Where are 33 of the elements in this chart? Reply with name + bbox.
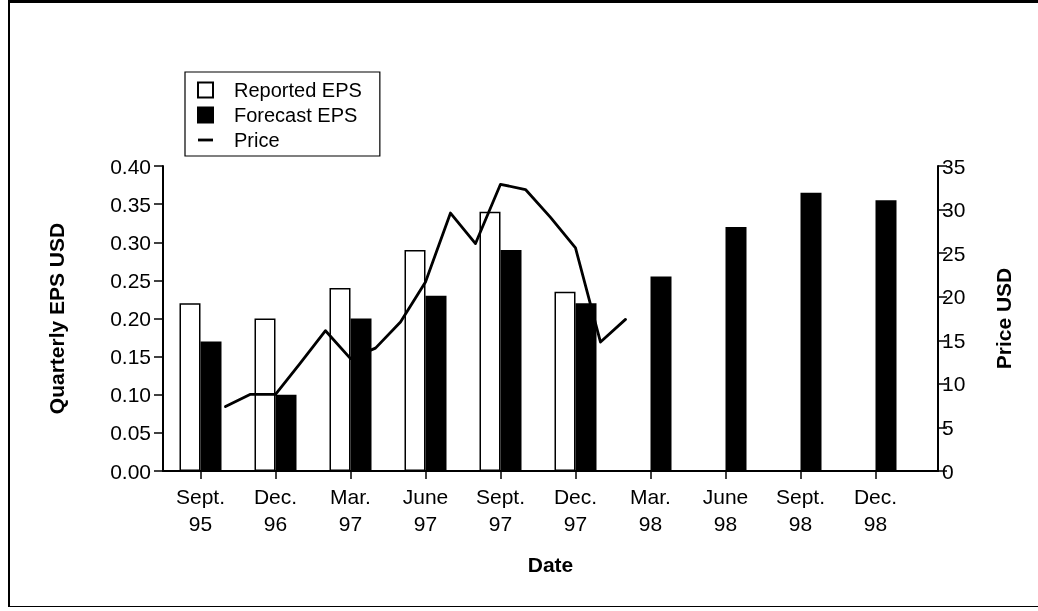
x-tick-label: Mar. 98 xyxy=(630,485,671,535)
y-tick-label: 0.20 xyxy=(110,307,151,330)
y-axis-title: Quarterly EPS USD xyxy=(45,222,68,415)
y-tick-label: 0.05 xyxy=(110,421,151,445)
y-tick-label: 0.25 xyxy=(110,268,151,292)
y2-tick-label: 35 xyxy=(942,154,966,178)
legend-label: Forecast EPS xyxy=(234,104,358,126)
y2-tick-label: 20 xyxy=(942,285,966,309)
x-tick-label: Dec. 97 xyxy=(553,485,598,535)
x-tick-label: June 97 xyxy=(402,485,449,535)
y2-tick-label: 25 xyxy=(942,241,966,265)
y-tick-label: 0.15 xyxy=(110,345,151,369)
y2-axis-title: Price USD xyxy=(992,267,1015,370)
x-tick-label: Sept. 95 xyxy=(175,485,226,535)
y-tick-label: 0.10 xyxy=(110,383,151,407)
y2-tick-label: 30 xyxy=(942,198,966,222)
x-tick-label: June 98 xyxy=(702,485,749,535)
x-tick-label: Sept. 97 xyxy=(475,485,526,535)
x-tick-label: Dec. 96 xyxy=(253,485,298,535)
y2-tick-label: 10 xyxy=(942,372,966,396)
y-tick-label: 0.40 xyxy=(110,154,151,178)
y-tick-label: 0.35 xyxy=(110,192,151,216)
legend-label: Price xyxy=(234,129,280,151)
x-tick-label: Mar. 97 xyxy=(330,485,371,535)
x-tick-label: Sept. 98 xyxy=(775,485,826,535)
y-tick-label: 0.00 xyxy=(110,459,151,483)
y2-tick-label: 5 xyxy=(942,415,954,439)
y2-tick-label: 0 xyxy=(942,459,954,483)
y-tick-label: 0.30 xyxy=(110,230,151,254)
x-axis-title: Date xyxy=(527,553,574,576)
legend-label: Reported EPS xyxy=(234,79,362,101)
y2-tick-label: 15 xyxy=(942,328,966,352)
x-tick-label: Dec. 98 xyxy=(853,485,898,535)
